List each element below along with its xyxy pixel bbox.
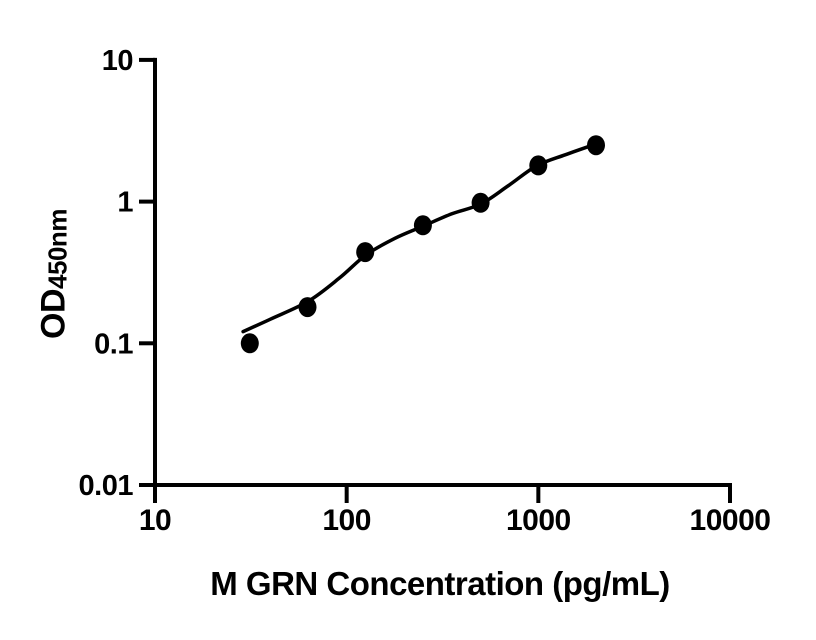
- data-point: [529, 155, 548, 176]
- data-point: [471, 192, 490, 213]
- y-axis-title: OD450nm: [35, 209, 74, 339]
- x-tick-label: 1000: [506, 504, 571, 537]
- x-axis-title: M GRN Concentration (pg/mL): [210, 565, 670, 602]
- y-tick-label: 0.01: [79, 470, 134, 502]
- x-tick-label: 100: [322, 504, 371, 537]
- data-point: [356, 242, 375, 263]
- data-point: [298, 297, 317, 318]
- x-tick-label: 10000: [690, 504, 771, 537]
- data-point: [587, 135, 605, 156]
- y-axis-title-subscript: 450nm: [42, 209, 73, 289]
- x-tick-label: 10: [139, 504, 171, 537]
- y-tick-label: 1: [117, 187, 133, 219]
- data-point: [240, 333, 259, 354]
- y-tick-label: 0.1: [94, 328, 133, 360]
- y-axis-title-main: OD: [34, 288, 73, 339]
- data-point: [413, 215, 432, 236]
- y-tick-label: 10: [102, 45, 133, 77]
